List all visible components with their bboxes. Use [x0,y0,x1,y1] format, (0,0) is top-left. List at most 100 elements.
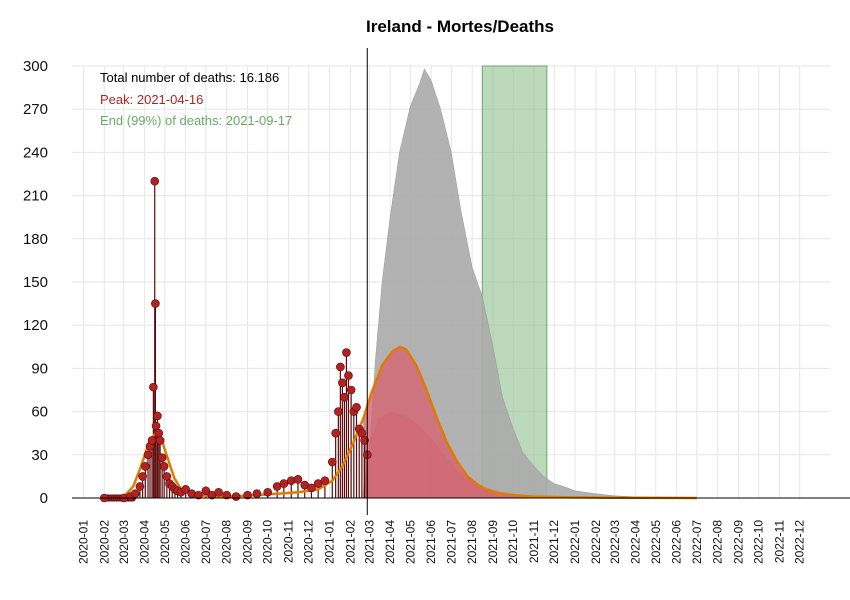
x-tick-label: 2021-12 [547,520,561,564]
x-tick-label: 2021-11 [527,520,541,563]
observed-point [293,474,303,484]
x-tick-label: 2021-08 [465,520,479,564]
x-tick-label: 2020-11 [282,520,296,563]
x-tick-label: 2022-07 [690,520,704,564]
chart-title: Ireland - Mortes/Deaths [366,17,554,36]
x-tick-label: 2022-02 [589,520,603,564]
observed-point [340,392,349,402]
observed-point [231,492,241,501]
x-tick-label: 2022-04 [629,520,643,564]
observed-point [331,428,340,438]
observed-point [181,485,190,494]
observed-point [153,411,162,421]
observed-point [130,489,140,498]
observed-point [360,436,369,445]
observed-point [334,407,343,416]
observed-point [154,428,164,438]
observed-point [307,483,316,493]
projection-area [362,68,697,499]
x-tick-label: 2022-11 [773,520,787,563]
x-tick-label: 2021-06 [424,520,438,564]
observed-point [279,479,289,488]
gridlines [72,65,830,499]
y-tick-label: 180 [23,231,48,248]
axes [72,48,850,515]
observed-point [336,362,345,372]
x-tick-label: 2020-05 [158,520,172,564]
observed-point [162,472,172,481]
observed-point [135,482,145,491]
observed-point [342,348,351,357]
y-tick-label: 60 [31,404,48,421]
x-tick-label: 2022-08 [711,520,725,564]
observed-point [157,453,167,462]
observed-point [338,378,347,388]
observed-point [151,421,161,431]
observed-point [222,490,231,500]
y-tick-label: 0 [40,490,48,507]
y-tick-label: 300 [23,58,48,75]
x-tick-label: 2022-12 [793,520,807,564]
observed-point [147,436,157,445]
x-tick-label: 2020-08 [220,520,234,564]
y-tick-label: 210 [23,188,48,205]
x-tick-label: 2020-09 [241,520,255,564]
x-tick-label: 2020-03 [117,520,131,564]
x-tick-label: 2021-05 [403,520,417,564]
observed-point [159,462,169,471]
observed-point [143,450,153,460]
observed-point [344,371,353,380]
x-tick-label: 2021-07 [444,520,458,564]
x-tick-label: 2022-03 [608,520,622,564]
y-tick-label: 270 [23,101,48,118]
projection-lower-fill [363,411,576,498]
x-tick-label: 2021-04 [383,520,397,564]
x-tick-label: 2022-01 [568,520,582,564]
observed-point [201,486,211,496]
y-tick-label: 240 [23,144,48,161]
observed-point [357,428,367,438]
x-tick-label: 2022-05 [649,520,663,564]
x-tick-label: 2021-10 [506,520,520,564]
x-tick-label: 2022-09 [732,520,746,564]
observed-point [138,472,147,481]
observed-point [194,490,203,500]
observed-point [352,402,361,412]
x-tick-label: 2021-09 [486,520,500,564]
x-tick-label: 2020-02 [97,520,111,564]
fit-area [363,346,697,498]
observed-point [252,489,262,498]
y-tick-labels: 0 30 60 90 120 150 180 210 240 270 300 [23,58,48,507]
annotation-peak: Peak: 2021-04-16 [100,92,203,107]
annotation-end: End (99%) of deaths: 2021-09-17 [100,113,292,128]
observed-point [141,462,150,471]
projection-envelope [362,68,697,499]
observed-point [150,176,160,186]
x-tick-label: 2021-01 [323,520,337,564]
x-tick-label: 2021-02 [343,520,357,564]
observed-point [214,487,223,497]
y-tick-label: 120 [23,317,48,334]
observed-point [327,457,337,467]
x-tick-label: 2020-06 [179,520,193,564]
x-tick-label: 2021-03 [362,520,376,564]
y-tick-label: 150 [23,274,48,291]
observed-point [155,436,165,445]
x-tick-label: 2022-06 [670,520,684,564]
x-tick-label: 2020-10 [261,520,275,564]
observed-point [151,299,160,308]
x-tick-label: 2020-01 [76,520,90,564]
x-tick-label: 2020-12 [302,520,316,564]
observed-point [149,382,158,392]
y-tick-label: 90 [31,360,48,377]
y-tick-label: 30 [31,447,48,464]
observed-point [346,385,356,395]
annotation-total-deaths: Total number of deaths: 16.186 [100,70,279,85]
x-tick-label: 2020-04 [138,520,152,564]
observed-point [320,476,330,486]
x-tick-label: 2022-10 [752,520,766,564]
x-tick-labels: 2020-01 2020-02 2020-03 2020-04 2020-05 2020-… [76,520,806,564]
observed-point [243,490,252,500]
x-tick-label: 2020-07 [199,520,213,564]
